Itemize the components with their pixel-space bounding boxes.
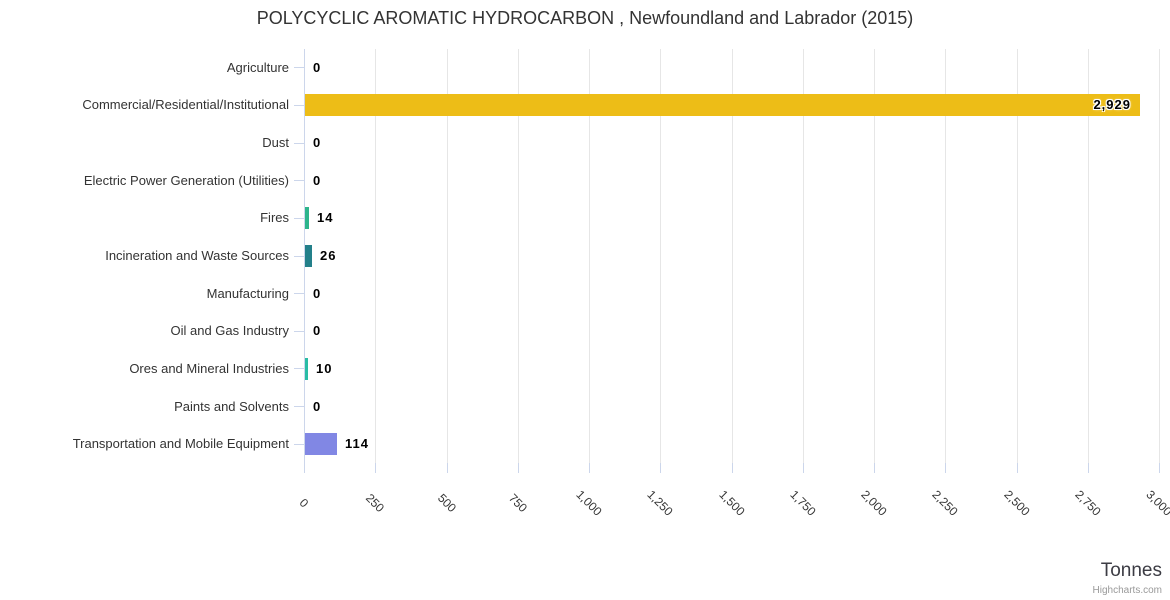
category-tick: [294, 217, 304, 219]
category-tick: [294, 255, 304, 257]
x-axis-tick: [874, 463, 875, 473]
value-label: 14: [317, 210, 334, 226]
value-label: 0: [313, 135, 322, 151]
x-gridline: [375, 49, 377, 463]
x-gridline: [1159, 49, 1160, 463]
y-axis-line: [304, 49, 305, 463]
x-axis-label: 750: [505, 490, 530, 516]
x-axis-tick: [589, 463, 590, 473]
value-label: 0: [313, 323, 322, 339]
category-label: Incineration and Waste Sources: [105, 248, 289, 263]
bar[interactable]: [305, 207, 309, 230]
x-axis-tick: [660, 463, 662, 473]
x-axis-tick: [1087, 463, 1089, 473]
category-label: Electric Power Generation (Utilities): [83, 172, 289, 188]
x-axis-label: 3,000: [1143, 487, 1170, 519]
value-label: 0: [313, 172, 322, 188]
x-axis-label: 0: [296, 495, 312, 511]
category-tick: [294, 293, 304, 295]
category-label: Dust: [262, 135, 289, 151]
bar[interactable]: [305, 245, 312, 267]
x-axis-tick: [446, 463, 448, 473]
x-gridline: [802, 49, 804, 463]
category-tick: [294, 330, 304, 332]
x-axis-tick: [945, 463, 947, 473]
x-gridline: [517, 49, 519, 463]
bar[interactable]: [305, 357, 308, 380]
x-axis-tick: [517, 463, 519, 473]
category-label: Oil and Gas Industry: [170, 323, 290, 339]
x-axis-label: 2,000: [858, 487, 890, 519]
category-label: Commercial/Residential/Institutional: [82, 97, 289, 113]
x-axis-label: 500: [434, 490, 459, 516]
x-gridline: [660, 49, 662, 463]
x-axis-label: 1,000: [573, 487, 605, 519]
x-axis-label: 2,750: [1072, 487, 1104, 519]
x-axis-tick: [1159, 463, 1160, 473]
category-label: Paints and Solvents: [174, 398, 289, 414]
x-gridline: [945, 49, 947, 463]
category-tick: [294, 142, 304, 144]
x-gridline: [1087, 49, 1089, 463]
category-label: Ores and Mineral Industries: [129, 360, 289, 376]
value-label: 114: [345, 436, 369, 452]
highcharts-credit[interactable]: Highcharts.com: [1092, 585, 1162, 596]
x-gridline: [589, 49, 590, 463]
x-gridline: [1016, 49, 1018, 463]
category-tick: [294, 104, 304, 106]
bar[interactable]: [305, 433, 337, 456]
x-gridline: [874, 49, 875, 463]
value-label: 0: [313, 398, 322, 414]
category-tick: [294, 443, 304, 445]
category-tick: [294, 368, 304, 370]
x-axis-tick: [304, 463, 305, 473]
bar[interactable]: [305, 94, 1140, 117]
category-tick: [294, 406, 304, 408]
x-axis-label: 2,250: [929, 487, 961, 519]
category-label: Agriculture: [226, 59, 289, 75]
value-label: 0: [313, 285, 322, 301]
value-label: 2,929: [1093, 97, 1131, 113]
x-axis-tick: [731, 463, 733, 473]
x-axis-label: 2,500: [1000, 487, 1033, 519]
x-gridline: [731, 49, 733, 463]
value-label: 10: [316, 360, 333, 376]
x-axis-label: 250: [363, 490, 388, 516]
value-axis-title: Tonnes: [1100, 560, 1162, 581]
x-axis-tick: [1016, 463, 1018, 473]
value-label: 26: [320, 248, 337, 263]
x-axis-label: 1,250: [644, 487, 676, 519]
x-axis-tick: [375, 463, 377, 473]
category-label: Transportation and Mobile Equipment: [72, 436, 289, 452]
category-label: Manufacturing: [206, 285, 289, 301]
category-tick: [294, 67, 304, 69]
category-tick: [294, 180, 304, 182]
x-axis-tick: [802, 463, 804, 473]
x-axis-label: 1,750: [787, 487, 819, 519]
x-axis-label: 1,500: [715, 487, 748, 519]
category-label: Fires: [260, 210, 289, 226]
x-gridline: [446, 49, 448, 463]
value-label: 0: [313, 59, 322, 75]
chart-title: POLYCYCLIC AROMATIC HYDROCARBON , Newfou…: [256, 8, 914, 28]
